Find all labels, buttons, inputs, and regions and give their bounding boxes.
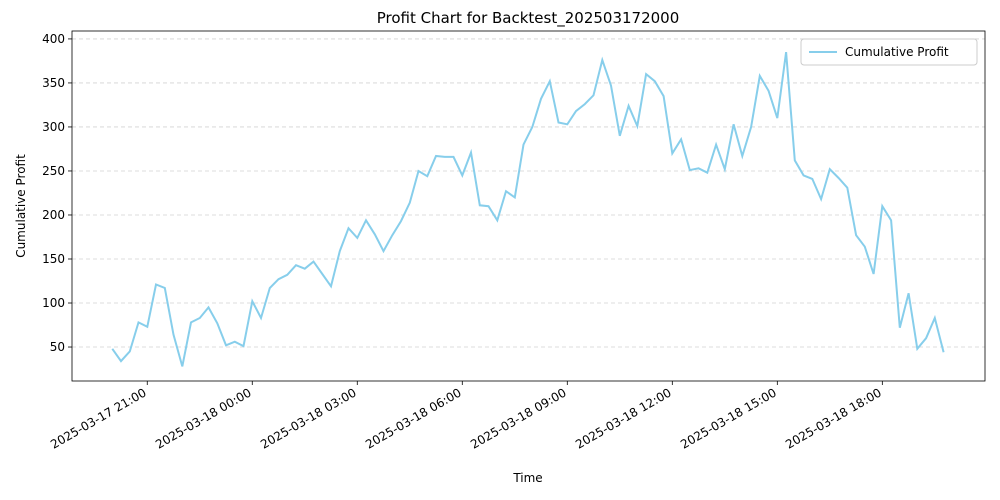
y-tick-label: 250 [42, 164, 65, 178]
x-axis-label: Time [512, 471, 542, 485]
chart-title: Profit Chart for Backtest_202503172000 [377, 9, 680, 28]
legend: Cumulative Profit [800, 38, 978, 66]
x-tick-label: 2025-03-18 09:00 [468, 385, 569, 451]
x-tick-label: 2025-03-18 15:00 [678, 385, 779, 451]
legend-label: Cumulative Profit [845, 45, 949, 59]
y-tick-label: 400 [42, 32, 65, 46]
y-tick-label: 50 [50, 340, 65, 354]
profit-line [111, 51, 945, 367]
x-tick-label: 2025-03-18 00:00 [153, 385, 254, 451]
y-tick-label: 200 [42, 208, 65, 222]
y-tick-label: 350 [42, 76, 65, 90]
x-tick-label: 2025-03-18 12:00 [573, 385, 674, 451]
legend-box [800, 38, 978, 66]
y-axis-label: Cumulative Profit [14, 154, 28, 258]
y-tick-label: 300 [42, 120, 65, 134]
x-tick-label: 2025-03-18 03:00 [258, 385, 359, 451]
x-tick-label: 2025-03-18 06:00 [363, 385, 464, 451]
x-tick-label: 2025-03-18 18:00 [783, 385, 884, 451]
x-tick-label: 2025-03-17 21:00 [48, 385, 149, 451]
y-tick-label: 100 [42, 296, 65, 310]
plot-frame [71, 30, 986, 382]
y-tick-label: 150 [42, 252, 65, 266]
